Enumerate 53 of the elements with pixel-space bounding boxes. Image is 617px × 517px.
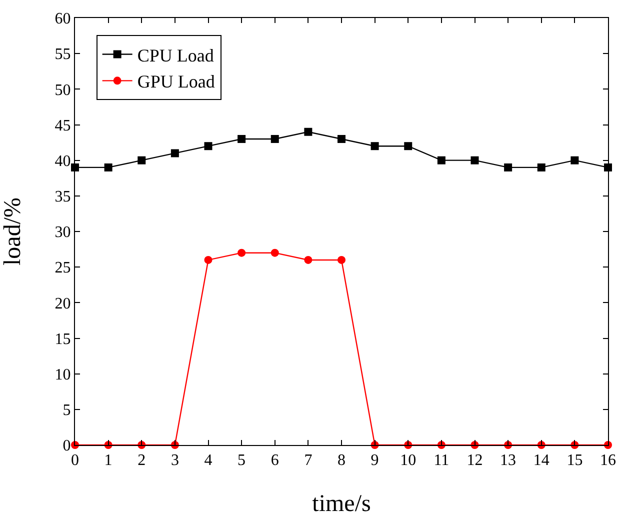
y-tick-label: 20	[54, 295, 71, 312]
point	[104, 163, 112, 172]
x-tick-label: 6	[270, 452, 279, 470]
point	[138, 156, 146, 164]
x-tick-label: 4	[204, 452, 212, 470]
point	[170, 149, 179, 158]
x-tick-label: 10	[400, 452, 416, 470]
y-tick-label: 0	[62, 438, 71, 455]
y-tick-label: 5	[62, 402, 71, 420]
point	[204, 256, 212, 264]
legend-label: GPU Load	[137, 72, 215, 92]
x-tick-label: 14	[533, 452, 550, 470]
point	[270, 134, 279, 143]
x-tick-label: 7	[304, 452, 312, 470]
x-tick-label: 13	[500, 452, 516, 470]
x-tick-label: 11	[434, 452, 450, 470]
x-tick-label: 15	[566, 452, 583, 470]
y-tick-label: 60	[54, 10, 71, 28]
point	[238, 134, 246, 143]
point	[238, 248, 246, 257]
y-tick-label: 10	[54, 366, 71, 384]
x-tick-label: 3	[170, 452, 179, 470]
y-tick-label: 25	[54, 260, 71, 277]
y-tick-label: 30	[54, 224, 71, 242]
point	[504, 163, 512, 172]
point	[204, 142, 212, 150]
x-tick-label: 1	[104, 452, 112, 470]
x-tick-label: 12	[466, 452, 483, 470]
legend-label: CPU Load	[137, 45, 214, 66]
y-tick-label: 35	[54, 188, 71, 206]
point	[304, 256, 312, 264]
point	[370, 142, 379, 150]
point	[470, 156, 479, 164]
point	[270, 248, 279, 257]
x-tick-label: 5	[238, 452, 246, 470]
y-tick-label: 55	[54, 46, 71, 64]
point	[304, 128, 312, 136]
y-tick-label: 40	[54, 152, 71, 170]
x-tick-label: 8	[338, 452, 346, 470]
x-tick-label: 2	[138, 452, 146, 470]
y-tick-label: 15	[54, 330, 71, 348]
x-tick-label: 16	[600, 452, 616, 470]
y-tick-label: 45	[54, 117, 71, 134]
point	[537, 163, 546, 172]
point	[570, 156, 579, 164]
point	[437, 156, 446, 164]
point	[404, 142, 412, 150]
y-tick-label: 50	[54, 82, 71, 99]
point	[338, 256, 346, 264]
y-axis-title: load/%	[0, 198, 26, 266]
point	[338, 134, 346, 143]
x-tick-label: 9	[370, 452, 379, 470]
x-axis-title: time/s	[312, 491, 371, 517]
